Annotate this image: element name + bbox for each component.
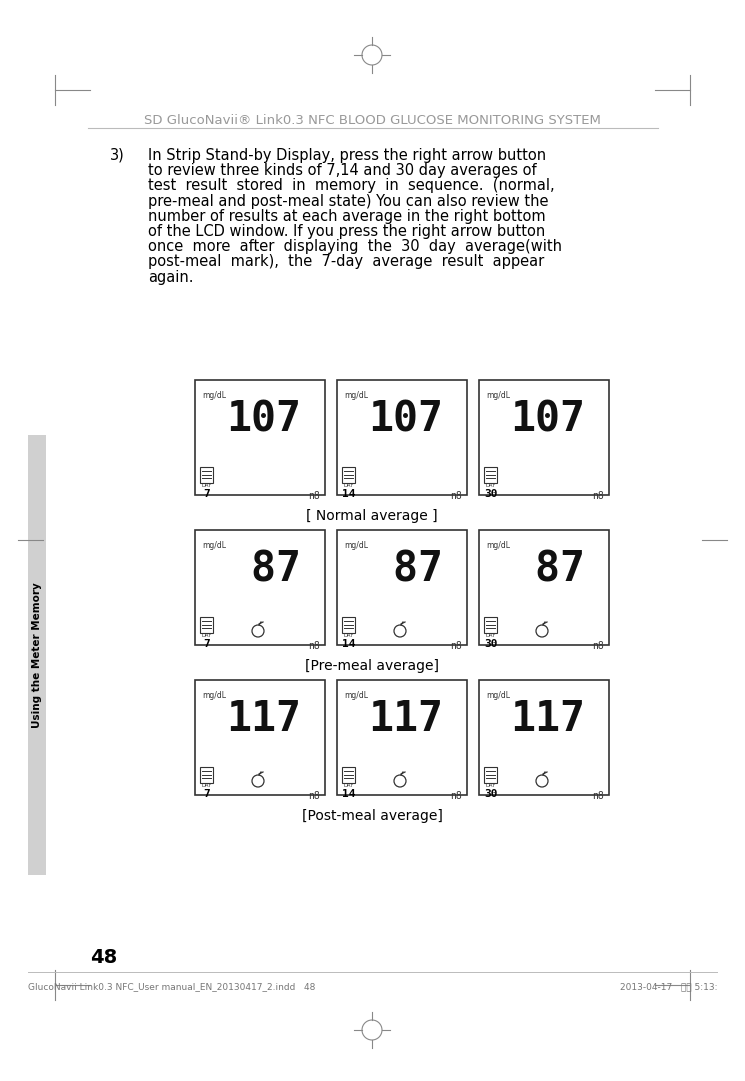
Text: [ Normal average ]: [ Normal average ] xyxy=(306,509,438,523)
Text: 2013-04-17   오후 5:13:: 2013-04-17 오후 5:13: xyxy=(620,982,717,991)
Text: GlucoNavii Link0.3 NFC_User manual_EN_20130417_2.indd   48: GlucoNavii Link0.3 NFC_User manual_EN_20… xyxy=(28,982,315,991)
Text: 117: 117 xyxy=(226,698,302,740)
Text: n8: n8 xyxy=(450,641,462,651)
Text: n8: n8 xyxy=(308,641,320,651)
Text: mg/dL: mg/dL xyxy=(486,391,510,400)
Text: Using the Meter Memory: Using the Meter Memory xyxy=(32,583,42,728)
Text: 107: 107 xyxy=(226,398,302,440)
Text: 14: 14 xyxy=(342,489,356,499)
Text: mg/dL: mg/dL xyxy=(202,540,226,550)
Text: 117: 117 xyxy=(510,698,586,740)
Text: 7: 7 xyxy=(203,639,210,649)
Text: n8: n8 xyxy=(308,491,320,501)
Text: n8: n8 xyxy=(308,791,320,801)
Bar xyxy=(28,435,46,875)
Bar xyxy=(195,530,325,645)
Text: mg/dL: mg/dL xyxy=(344,391,368,400)
Text: 3): 3) xyxy=(110,148,124,163)
Text: 117: 117 xyxy=(369,698,443,740)
Bar xyxy=(484,768,497,783)
Text: [Post-meal average]: [Post-meal average] xyxy=(302,809,443,823)
Text: DAY: DAY xyxy=(485,483,495,488)
Bar xyxy=(337,381,467,495)
Text: 7: 7 xyxy=(203,789,210,799)
Text: n8: n8 xyxy=(450,791,462,801)
Text: DAY: DAY xyxy=(343,633,353,638)
Text: 48: 48 xyxy=(90,948,117,967)
Bar xyxy=(484,617,497,633)
Text: mg/dL: mg/dL xyxy=(344,540,368,550)
Bar xyxy=(200,467,213,483)
Bar xyxy=(200,617,213,633)
Text: DAY: DAY xyxy=(343,483,353,488)
Bar xyxy=(200,768,213,783)
Text: n8: n8 xyxy=(592,491,604,501)
Bar xyxy=(479,530,609,645)
Bar xyxy=(195,680,325,795)
Text: mg/dL: mg/dL xyxy=(486,540,510,550)
Bar xyxy=(337,680,467,795)
Text: 87: 87 xyxy=(369,548,443,590)
Bar xyxy=(479,680,609,795)
Text: mg/dL: mg/dL xyxy=(344,691,368,700)
Text: In Strip Stand-by Display, press the right arrow button: In Strip Stand-by Display, press the rig… xyxy=(148,148,546,163)
Text: 30: 30 xyxy=(484,489,498,499)
Text: DAY: DAY xyxy=(485,633,495,638)
Text: mg/dL: mg/dL xyxy=(202,691,226,700)
Text: 87: 87 xyxy=(510,548,586,590)
Text: of the LCD window. If you press the right arrow button: of the LCD window. If you press the righ… xyxy=(148,224,545,239)
Text: SD GlucoNavii® Link0.3 NFC BLOOD GLUCOSE MONITORING SYSTEM: SD GlucoNavii® Link0.3 NFC BLOOD GLUCOSE… xyxy=(144,114,600,126)
Text: 107: 107 xyxy=(369,398,443,440)
Text: 30: 30 xyxy=(484,789,498,799)
Text: mg/dL: mg/dL xyxy=(486,691,510,700)
Text: DAY: DAY xyxy=(201,633,212,638)
Text: once  more  after  displaying  the  30  day  average(with: once more after displaying the 30 day av… xyxy=(148,239,562,254)
Text: 7: 7 xyxy=(203,489,210,499)
Bar xyxy=(342,768,355,783)
Bar xyxy=(342,617,355,633)
Text: n8: n8 xyxy=(592,791,604,801)
Text: number of results at each average in the right bottom: number of results at each average in the… xyxy=(148,209,545,224)
Text: [Pre-meal average]: [Pre-meal average] xyxy=(305,659,439,673)
Text: post-meal  mark),  the  7-day  average  result  appear: post-meal mark), the 7-day average resul… xyxy=(148,254,545,269)
Text: mg/dL: mg/dL xyxy=(202,391,226,400)
Text: DAY: DAY xyxy=(201,783,212,788)
Bar xyxy=(479,381,609,495)
Text: 107: 107 xyxy=(510,398,586,440)
Bar xyxy=(337,530,467,645)
Bar xyxy=(195,381,325,495)
Bar xyxy=(484,467,497,483)
Text: n8: n8 xyxy=(592,641,604,651)
Text: 87: 87 xyxy=(226,548,302,590)
Text: pre-meal and post-meal state) You can also review the: pre-meal and post-meal state) You can al… xyxy=(148,193,548,209)
Text: again.: again. xyxy=(148,269,194,284)
Text: test  result  stored  in  memory  in  sequence.  (normal,: test result stored in memory in sequence… xyxy=(148,178,554,193)
Text: DAY: DAY xyxy=(201,483,212,488)
Text: DAY: DAY xyxy=(343,783,353,788)
Bar xyxy=(342,467,355,483)
Text: n8: n8 xyxy=(450,491,462,501)
Text: 30: 30 xyxy=(484,639,498,649)
Text: 14: 14 xyxy=(342,789,356,799)
Text: 14: 14 xyxy=(342,639,356,649)
Text: to review three kinds of 7,14 and 30 day averages of: to review three kinds of 7,14 and 30 day… xyxy=(148,163,536,178)
Text: DAY: DAY xyxy=(485,783,495,788)
